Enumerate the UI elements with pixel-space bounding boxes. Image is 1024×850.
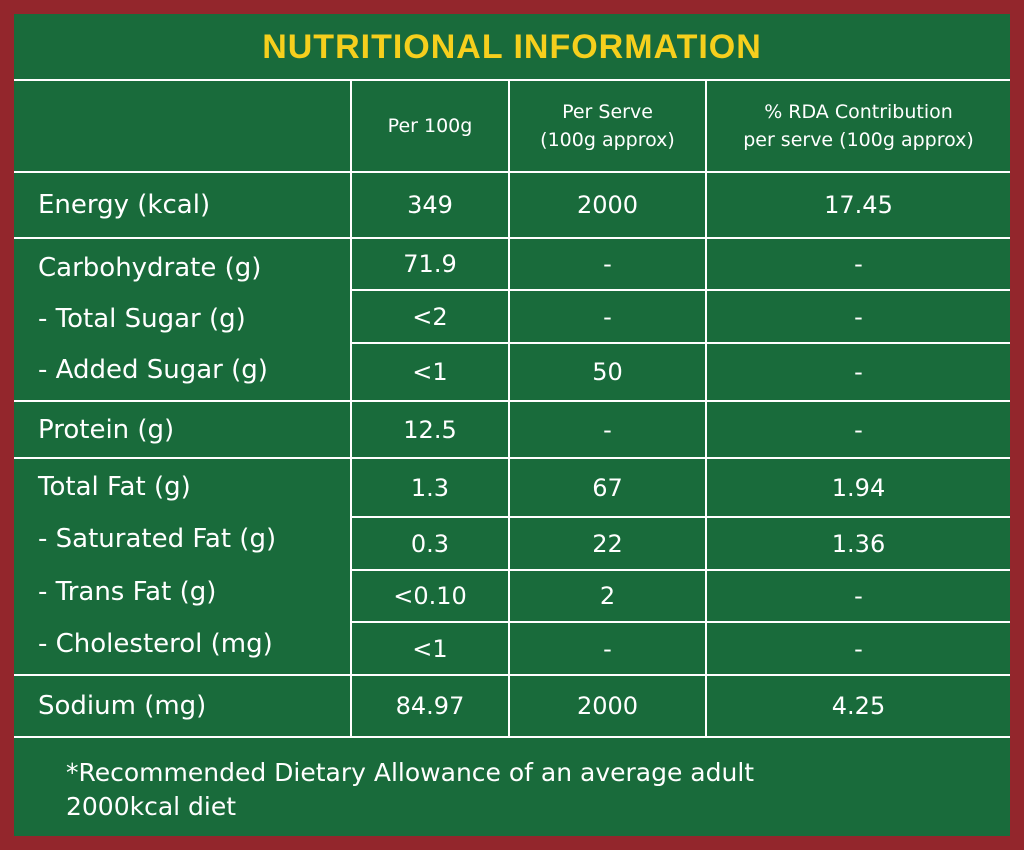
row-label-saturated-fat: - Saturated Fat (g) xyxy=(38,524,277,554)
cell-saturated-fat-per100g: 0.3 xyxy=(410,529,450,558)
row-label-total-sugar: - Total Sugar (g) xyxy=(38,304,246,334)
cell-saturated-fat-rda: 1.36 xyxy=(831,529,886,558)
cell-total-sugar-rda: - xyxy=(854,302,863,331)
cell-protein-rda: - xyxy=(854,415,863,444)
cell-saturated-fat-per-serve: 22 xyxy=(592,529,623,558)
header-per-100g: Per 100g xyxy=(387,115,473,137)
cell-added-sugar-per-serve: 50 xyxy=(592,358,623,386)
row-label-cholesterol: - Cholesterol (mg) xyxy=(38,629,273,659)
divider xyxy=(350,289,1010,291)
column-divider xyxy=(350,80,352,737)
cell-protein-per100g: 12.5 xyxy=(403,415,457,444)
cell-trans-fat-per100g: <0.10 xyxy=(393,582,467,610)
row-label-carbohydrate: Carbohydrate (g) xyxy=(38,253,262,283)
cell-sodium-rda: 4.25 xyxy=(831,692,886,720)
cell-total-fat-per100g: 1.3 xyxy=(410,473,450,502)
cell-carbohydrate-per100g: 71.9 xyxy=(403,250,457,278)
divider xyxy=(350,342,1010,344)
divider xyxy=(350,569,1010,571)
header-per-serve: Per Serve (100g approx) xyxy=(540,101,675,151)
divider xyxy=(14,736,1010,738)
cell-total-sugar-per100g: <2 xyxy=(412,302,448,331)
row-label-added-sugar: - Added Sugar (g) xyxy=(38,355,268,385)
column-divider xyxy=(705,80,707,737)
divider xyxy=(350,621,1010,623)
cell-total-fat-rda: 1.94 xyxy=(831,473,886,502)
cell-energy-per100g: 349 xyxy=(407,191,453,219)
divider xyxy=(14,400,1010,402)
cell-sodium-per100g: 84.97 xyxy=(395,692,465,720)
divider xyxy=(14,171,1010,173)
row-label-protein: Protein (g) xyxy=(38,414,175,445)
cell-energy-per-serve: 2000 xyxy=(576,191,639,219)
cell-carbohydrate-per-serve: - xyxy=(603,250,612,278)
header-rda: % RDA Contribution per serve (100g appro… xyxy=(743,101,974,151)
row-label-trans-fat: - Trans Fat (g) xyxy=(38,577,217,607)
column-divider xyxy=(508,80,510,737)
nutrition-panel: NUTRITIONAL INFORMATION Per 100g Per Ser… xyxy=(14,14,1010,836)
cell-cholesterol-per100g: <1 xyxy=(412,634,448,663)
cell-added-sugar-rda: - xyxy=(854,358,863,386)
divider xyxy=(14,674,1010,676)
cell-trans-fat-per-serve: 2 xyxy=(599,582,616,610)
row-label-energy: Energy (kcal) xyxy=(38,190,211,220)
divider xyxy=(14,457,1010,459)
divider xyxy=(14,237,1010,239)
divider xyxy=(350,516,1010,518)
row-label-total-fat: Total Fat (g) xyxy=(38,472,191,502)
panel-title: NUTRITIONAL INFORMATION xyxy=(262,27,762,66)
cell-added-sugar-per100g: <1 xyxy=(412,358,448,386)
row-label-sodium: Sodium (mg) xyxy=(38,691,207,721)
cell-sodium-per-serve: 2000 xyxy=(576,692,639,720)
cell-carbohydrate-rda: - xyxy=(854,250,863,278)
cell-total-fat-per-serve: 67 xyxy=(592,473,623,502)
cell-cholesterol-per-serve: - xyxy=(603,634,612,663)
cell-cholesterol-rda: - xyxy=(854,634,863,663)
cell-total-sugar-per-serve: - xyxy=(603,302,612,331)
cell-trans-fat-rda: - xyxy=(854,582,863,610)
footnote: *Recommended Dietary Allowance of an ave… xyxy=(66,758,755,821)
cell-energy-rda: 17.45 xyxy=(824,191,893,219)
cell-protein-per-serve: - xyxy=(603,415,612,444)
divider xyxy=(14,79,1010,81)
